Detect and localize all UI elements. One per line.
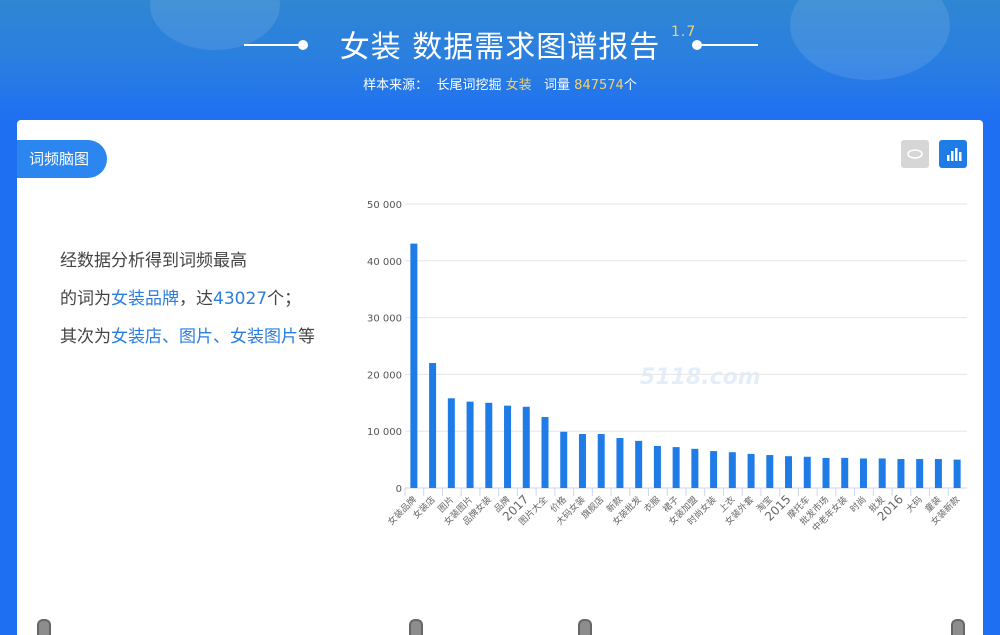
bar-chart: 5118.com 0 10 000 20 000 30 000 40 000 50 000… [367,200,967,534]
bar [859,458,867,488]
keyword: 女装 [505,78,532,93]
y-tick-label: 0 [396,484,402,495]
bar-chart-icon[interactable] [939,140,967,168]
bar [541,417,549,488]
bar [710,451,718,488]
top-word: 女装品牌 [111,289,179,309]
bar [578,434,586,488]
bar [560,431,568,488]
bar [653,445,661,488]
top-count: 43027 [213,289,268,309]
title-text: 女装 数据需求图谱报告 [339,30,661,65]
bar [616,438,624,488]
title-line-right [700,44,758,46]
bar [953,459,961,488]
title-dot-left [298,40,308,50]
x-tick-label: 衣服 [641,494,662,515]
y-tick-label: 10 000 [367,427,402,438]
version: 1.7 [671,24,697,40]
summary-line-1: 经数据分析得到词频最高 [60,251,247,271]
bar [429,363,437,488]
next-words: 女装店、图片、女装图片 [111,327,298,347]
bar [672,447,680,488]
y-tick-label: 40 000 [367,257,402,268]
bar [447,398,455,488]
summary-line-3: 其次为女装店、图片、女装图片等 [60,318,315,356]
title-dot-right [692,40,702,50]
x-tick-label: 时尚 [847,494,868,515]
bar [916,459,924,488]
binder-ring [578,619,592,635]
word-count: 847574 [574,78,624,93]
bar [822,457,830,488]
bar [934,459,942,488]
page-title: 女装 数据需求图谱报告 1.7 [339,22,696,66]
bar [635,440,643,488]
bar [841,457,849,488]
s3-suffix: 等 [298,327,315,347]
bar [485,402,493,488]
source-line: 样本来源： 长尾词挖掘 女装 词量 847574个 [0,74,1000,93]
wordcloud-icon[interactable] [901,140,929,168]
source-tool: 长尾词挖掘 [436,78,502,93]
binder-ring [37,619,51,635]
summary-text: 经数据分析得到词频最高 的词为女装品牌，达43027个； 其次为女装店、图片、女… [60,242,315,356]
bar [410,243,418,488]
bar [878,458,886,488]
bar [766,455,774,488]
y-tick-label: 20 000 [367,370,402,381]
count-unit: 个 [623,78,637,93]
bar [785,456,793,488]
bar [466,401,474,488]
y-tick-label: 30 000 [367,314,402,325]
bar [803,456,811,488]
source-label: 样本来源： [363,78,429,93]
count-label: 词量 [544,78,571,93]
y-tick-label: 50 000 [367,200,402,211]
bar [747,453,755,488]
bar [504,405,512,488]
s2-prefix: 的词为 [60,289,111,309]
bar [897,459,905,488]
header: 女装 数据需求图谱报告 1.7 [0,22,1000,66]
bar [522,406,530,488]
binder-ring [409,619,423,635]
s3-prefix: 其次为 [60,327,111,347]
watermark: 5118.com [640,365,761,390]
bar [728,452,736,488]
bar [597,434,605,488]
tab-word-frequency[interactable]: 词频脑图 [17,140,108,178]
s2-mid: ，达 [179,289,213,309]
report-card: 词频脑图 经数据分析得到词频最高 的词为女装品牌，达43027个； 其次为女装店… [17,120,983,635]
binder-ring [951,619,965,635]
s2-suffix: 个； [267,289,302,309]
title-line-left [244,44,302,46]
x-tick-label: 大码 [904,494,925,515]
summary-line-2: 的词为女装品牌，达43027个； [60,280,315,318]
bar [691,448,699,488]
